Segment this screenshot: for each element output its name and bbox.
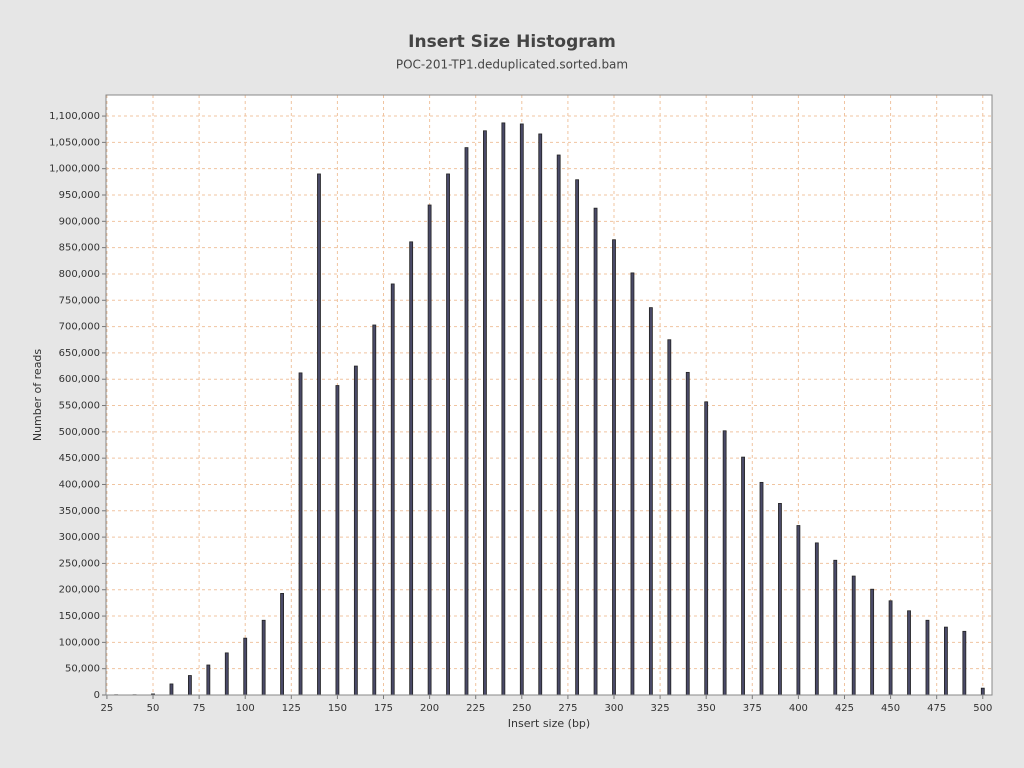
y-tick-label: 1,050,000 (49, 137, 100, 148)
bar (280, 593, 284, 696)
x-tick-label: 100 (236, 703, 255, 714)
bar (667, 339, 672, 696)
y-tick-label: 900,000 (59, 216, 100, 227)
bar (261, 619, 266, 696)
bar (538, 133, 543, 696)
x-tick-label: 25 (101, 703, 114, 714)
bar (612, 239, 616, 696)
bar (888, 600, 893, 696)
plot-border (105, 94, 993, 696)
bar (427, 204, 432, 696)
bar (704, 401, 709, 696)
bar (353, 365, 358, 696)
y-tick-label: 350,000 (59, 506, 100, 517)
bar (685, 371, 690, 696)
y-axis-label: Number of reads (31, 349, 44, 442)
y-tick-label: 300,000 (59, 532, 100, 543)
bar (224, 652, 229, 696)
bar (483, 130, 487, 696)
x-tick-label: 400 (789, 703, 808, 714)
x-tick-label: 450 (881, 703, 900, 714)
x-tick-label: 50 (147, 703, 160, 714)
y-tick-label: 500,000 (59, 427, 100, 438)
bar (648, 307, 653, 696)
y-tick-label: 450,000 (59, 453, 100, 464)
bar (851, 575, 856, 696)
bar (944, 626, 948, 696)
y-tick-label: 0 (94, 690, 100, 701)
bar (980, 687, 985, 696)
y-tick-label: 650,000 (59, 348, 100, 359)
y-tick-label: 100,000 (59, 637, 100, 648)
x-tick-label: 200 (420, 703, 439, 714)
bar (317, 173, 321, 696)
x-tick-label: 150 (328, 703, 347, 714)
y-tick-label: 800,000 (59, 269, 100, 280)
bar (243, 637, 248, 696)
y-tick-label: 1,000,000 (49, 164, 100, 175)
bar (962, 630, 967, 696)
y-tick-label: 50,000 (65, 664, 100, 675)
bar (372, 324, 377, 696)
bar (335, 385, 340, 696)
bar (556, 154, 561, 696)
bar (446, 173, 450, 696)
x-tick-label: 475 (927, 703, 946, 714)
x-tick-label: 175 (374, 703, 393, 714)
bar (187, 675, 192, 696)
y-tick-label: 200,000 (59, 585, 100, 596)
x-tick-label: 300 (604, 703, 623, 714)
bar (870, 588, 875, 696)
x-axis-label: Insert size (bp) (508, 717, 590, 730)
y-tick-label: 400,000 (59, 479, 100, 490)
x-tick-label: 375 (743, 703, 762, 714)
bar (759, 481, 764, 696)
x-tick-label: 250 (512, 703, 531, 714)
bar (741, 456, 745, 696)
x-tick-label: 75 (193, 703, 206, 714)
bar (593, 207, 598, 696)
y-tick-label: 950,000 (59, 190, 100, 201)
x-tick-label: 425 (835, 703, 854, 714)
bar (796, 525, 801, 696)
bar (206, 664, 211, 696)
bar (630, 272, 635, 696)
bar (778, 503, 782, 696)
bar (169, 683, 174, 696)
bar (409, 241, 414, 696)
x-tick-label: 275 (558, 703, 577, 714)
y-tick-label: 850,000 (59, 243, 100, 254)
x-tick-label: 325 (651, 703, 670, 714)
bar (814, 542, 819, 696)
y-tick-label: 150,000 (59, 611, 100, 622)
bar (390, 283, 395, 696)
bar (464, 147, 469, 696)
chart-title: Insert Size Histogram (408, 32, 616, 52)
x-tick-label: 125 (282, 703, 301, 714)
bar (519, 123, 524, 696)
x-tick-label: 350 (697, 703, 716, 714)
bar (907, 610, 911, 696)
bar (298, 372, 303, 696)
y-tick-label: 1,100,000 (49, 111, 100, 122)
y-tick-label: 550,000 (59, 401, 100, 412)
plot-area (106, 95, 992, 695)
x-tick-label: 500 (973, 703, 992, 714)
bar (722, 430, 727, 696)
bar (833, 559, 838, 696)
bar (925, 619, 930, 696)
chart-subtitle: POC-201-TP1.deduplicated.sorted.bam (396, 58, 628, 72)
y-tick-label: 250,000 (59, 558, 100, 569)
y-tick-label: 600,000 (59, 374, 100, 385)
bar (575, 179, 580, 696)
y-tick-label: 750,000 (59, 295, 100, 306)
bar (501, 122, 506, 696)
y-tick-label: 700,000 (59, 322, 100, 333)
x-tick-label: 225 (466, 703, 485, 714)
